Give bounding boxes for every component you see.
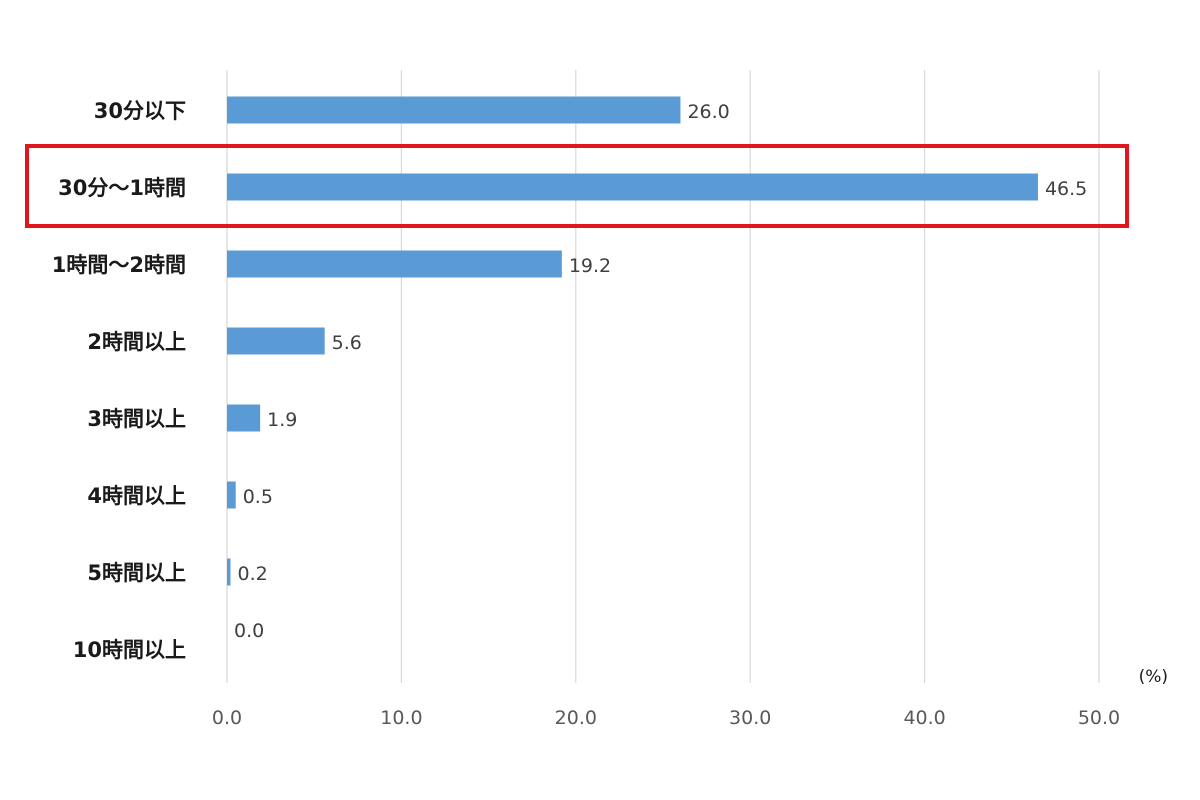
- category-label: 10時間以上: [73, 638, 186, 662]
- x-tick-label: 10.0: [380, 707, 422, 729]
- bar: [227, 404, 261, 432]
- category-labels: 30分以下 30分～1時間 1時間～2時間 2時間以上 3時間以上 4時間以上 5時間以上 1…: [52, 99, 186, 662]
- bar: [227, 173, 1038, 201]
- category-label: 1時間～2時間: [52, 253, 186, 277]
- data-label: 0.5: [243, 486, 273, 508]
- bar: [227, 558, 231, 586]
- category-label: 2時間以上: [87, 330, 186, 354]
- x-tick-label: 20.0: [555, 707, 597, 729]
- bar: [227, 327, 325, 355]
- category-label: 3時間以上: [87, 407, 186, 431]
- category-label: 30分以下: [94, 99, 186, 123]
- highlight-box: [25, 144, 1129, 228]
- data-label: 26.0: [687, 101, 729, 123]
- data-label: 5.6: [332, 332, 362, 354]
- data-label: 1.9: [267, 409, 297, 431]
- x-tick-label: 0.0: [212, 707, 242, 729]
- unit-label: (%): [1139, 667, 1168, 687]
- x-tick-label: 50.0: [1078, 707, 1120, 729]
- bars: [227, 96, 1038, 586]
- grid-lines: [226, 70, 1100, 683]
- data-label: 0.0: [234, 620, 264, 642]
- x-axis-ticks: 0.0 10.0 20.0 30.0 40.0 50.0: [212, 707, 1120, 729]
- category-label: 4時間以上: [87, 484, 186, 508]
- x-tick-label: 30.0: [729, 707, 771, 729]
- data-label: 0.2: [237, 563, 267, 585]
- bar: [227, 481, 236, 509]
- data-labels: 26.0 46.5 19.2 5.6 1.9 0.5 0.2 0.0: [234, 101, 1087, 642]
- category-label: 5時間以上: [87, 561, 186, 585]
- bar: [227, 250, 562, 278]
- data-label: 46.5: [1045, 178, 1087, 200]
- bar: [227, 96, 681, 124]
- category-label: 30分～1時間: [58, 176, 186, 200]
- data-label: 19.2: [569, 255, 611, 277]
- x-tick-label: 40.0: [903, 707, 945, 729]
